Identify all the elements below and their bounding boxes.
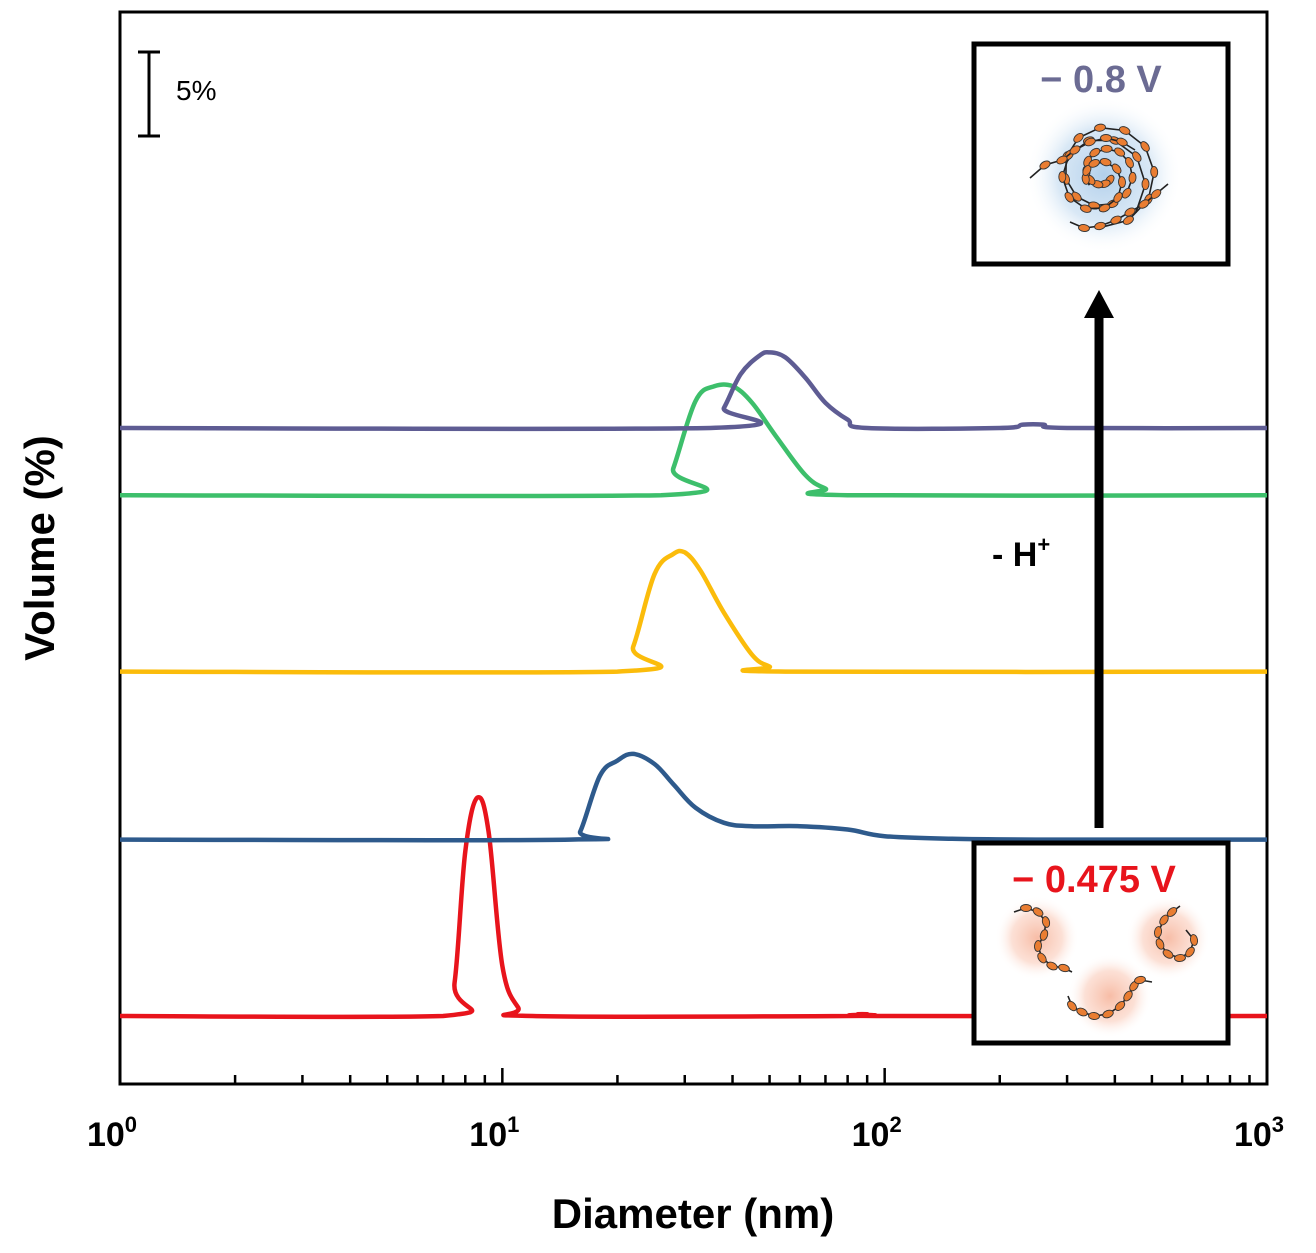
- scale-bar: 5%: [138, 50, 216, 138]
- series-line-2: [119, 548, 1268, 675]
- chain-right: [1153, 905, 1199, 962]
- series-layer: [119, 349, 1268, 1020]
- x-axis-title: Diameter (nm): [552, 1190, 834, 1237]
- inset-bottom-label: − 0.475 V: [1012, 859, 1176, 901]
- x-tick-label-3: 103: [1234, 1112, 1284, 1154]
- coil-strand-1: [1061, 123, 1159, 229]
- series-line-4: [119, 349, 1268, 432]
- x-tick-label-2: 102: [852, 1112, 902, 1154]
- chain-glow-middle: [1068, 954, 1152, 1038]
- extended-polymer-icons: [1013, 904, 1199, 1020]
- direction-arrow: [1084, 290, 1114, 828]
- x-tick-labels: 100 101 102 103: [87, 1112, 1284, 1154]
- scale-bar-label: 5%: [176, 75, 216, 106]
- x-ticks: [118, 1068, 1269, 1084]
- series-line-0: [119, 795, 1268, 1020]
- chain-glow-left: [995, 896, 1079, 980]
- series-line-1: [119, 751, 1268, 843]
- coil-strand-4: [1069, 183, 1169, 232]
- arrow-annotation: - H+: [992, 532, 1050, 574]
- chain-left: [1013, 904, 1073, 973]
- inset-bottom: − 0.475 V: [971, 840, 1231, 1046]
- x-tick-label-0: 100: [87, 1112, 137, 1154]
- coil-strand-3: [1029, 134, 1136, 179]
- collapsed-coil-glow: [1026, 97, 1182, 253]
- collapsed-polymer-icon: [1029, 123, 1169, 232]
- chain-glow-right: [1126, 896, 1210, 980]
- inset-top-label: − 0.8 V: [1040, 59, 1162, 101]
- chain-middle: [1067, 975, 1153, 1020]
- x-tick-label-1: 101: [469, 1112, 519, 1154]
- y-axis-title: Volume (%): [16, 435, 63, 661]
- inset-top: − 0.8 V: [971, 41, 1231, 267]
